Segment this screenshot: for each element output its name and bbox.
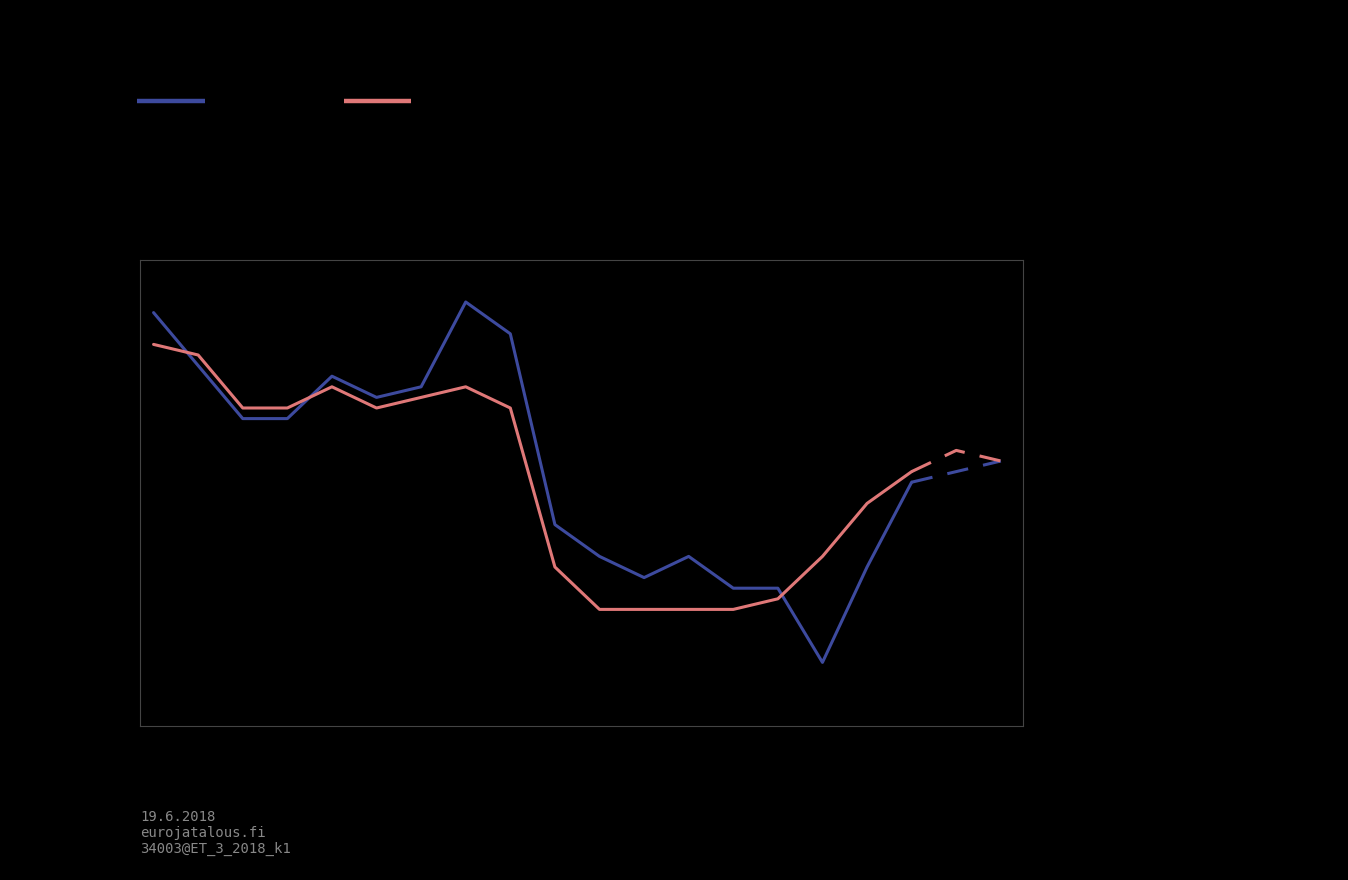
Text: 19.6.2018
eurojatalous.fi
34003@ET_3_2018_k1: 19.6.2018 eurojatalous.fi 34003@ET_3_201… [140,810,291,856]
